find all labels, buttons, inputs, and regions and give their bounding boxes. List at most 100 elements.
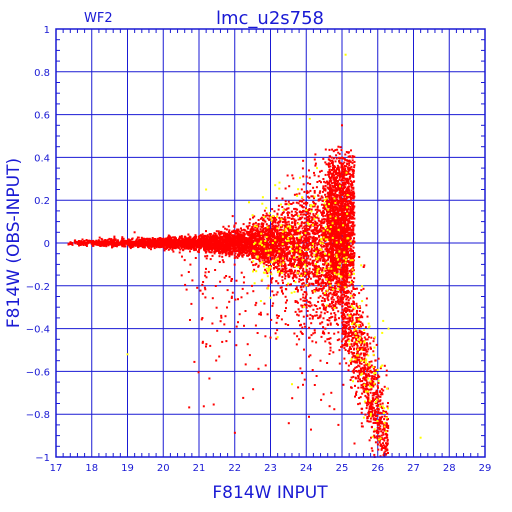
data-point bbox=[326, 201, 329, 203]
data-point bbox=[296, 250, 299, 253]
data-point bbox=[269, 231, 272, 234]
data-point bbox=[294, 231, 297, 234]
data-point bbox=[186, 239, 189, 242]
data-point bbox=[213, 241, 216, 244]
data-point bbox=[300, 310, 303, 313]
data-point bbox=[317, 231, 320, 233]
data-point bbox=[314, 248, 317, 251]
data-point bbox=[322, 204, 325, 206]
data-point bbox=[270, 240, 273, 243]
data-point bbox=[307, 191, 310, 194]
data-point bbox=[331, 238, 334, 241]
data-point bbox=[323, 312, 326, 315]
data-point bbox=[287, 252, 290, 255]
data-point bbox=[311, 259, 314, 262]
data-point bbox=[320, 287, 322, 290]
data-point bbox=[302, 257, 305, 260]
data-point bbox=[252, 216, 254, 219]
data-point bbox=[223, 234, 225, 237]
data-point bbox=[266, 272, 269, 275]
data-point bbox=[174, 244, 177, 247]
data-point bbox=[188, 235, 191, 238]
data-point bbox=[224, 232, 227, 235]
data-point bbox=[326, 195, 329, 198]
data-point bbox=[311, 216, 314, 219]
data-point bbox=[179, 236, 181, 239]
data-point bbox=[282, 229, 285, 232]
data-point bbox=[310, 247, 313, 250]
data-point bbox=[129, 247, 132, 250]
data-point bbox=[273, 225, 276, 228]
data-point bbox=[307, 272, 310, 275]
data-point bbox=[301, 221, 304, 224]
data-point bbox=[272, 252, 275, 255]
data-point bbox=[320, 195, 323, 198]
data-point bbox=[326, 272, 329, 274]
data-point bbox=[210, 246, 212, 249]
data-point bbox=[74, 242, 77, 245]
data-point bbox=[265, 246, 268, 249]
data-point bbox=[317, 252, 320, 255]
data-point bbox=[233, 249, 236, 252]
data-point bbox=[331, 302, 333, 305]
data-point bbox=[180, 235, 183, 238]
data-point bbox=[314, 223, 316, 226]
data-point bbox=[315, 271, 318, 274]
data-point bbox=[207, 239, 210, 242]
data-point bbox=[320, 203, 323, 206]
data-point bbox=[205, 230, 207, 233]
data-point bbox=[273, 237, 276, 239]
data-point bbox=[321, 251, 324, 253]
data-point bbox=[312, 186, 315, 189]
data-point bbox=[263, 248, 266, 251]
data-point bbox=[278, 253, 281, 256]
data-point bbox=[301, 216, 304, 219]
data-point bbox=[204, 244, 206, 247]
data-point bbox=[326, 277, 329, 279]
data-point bbox=[267, 243, 270, 245]
data-point bbox=[302, 267, 305, 270]
data-point bbox=[241, 254, 244, 257]
data-point bbox=[344, 291, 347, 293]
data-point bbox=[224, 236, 227, 239]
data-point bbox=[196, 244, 199, 247]
data-point bbox=[235, 247, 238, 250]
data-point bbox=[240, 227, 242, 230]
data-point bbox=[321, 278, 324, 281]
data-point bbox=[324, 230, 327, 232]
data-point bbox=[323, 221, 326, 224]
data-point bbox=[225, 238, 228, 241]
data-point bbox=[323, 188, 326, 191]
data-point bbox=[322, 157, 325, 160]
data-point bbox=[276, 265, 279, 268]
data-point bbox=[300, 264, 303, 267]
data-point bbox=[263, 231, 266, 234]
data-point bbox=[158, 239, 161, 241]
data-point bbox=[295, 276, 298, 279]
data-point bbox=[227, 251, 230, 254]
data-point bbox=[298, 258, 301, 261]
data-point bbox=[327, 332, 330, 335]
data-point bbox=[288, 211, 291, 214]
data-point bbox=[254, 244, 257, 247]
data-point bbox=[283, 256, 286, 259]
data-point bbox=[253, 215, 256, 218]
data-point bbox=[268, 218, 271, 221]
data-point bbox=[228, 234, 231, 237]
data-point bbox=[301, 240, 304, 243]
data-point bbox=[277, 224, 280, 227]
data-point bbox=[337, 203, 340, 206]
data-point bbox=[237, 229, 240, 232]
data-point bbox=[252, 228, 255, 231]
data-point bbox=[98, 240, 101, 243]
data-point bbox=[255, 241, 258, 244]
data-point bbox=[221, 244, 224, 247]
data-point bbox=[309, 305, 312, 308]
data-point bbox=[170, 244, 173, 247]
data-point bbox=[258, 258, 261, 260]
data-point bbox=[304, 201, 307, 204]
data-point bbox=[296, 249, 299, 252]
data-point bbox=[299, 262, 302, 265]
data-point bbox=[269, 260, 272, 262]
data-point bbox=[337, 285, 340, 288]
